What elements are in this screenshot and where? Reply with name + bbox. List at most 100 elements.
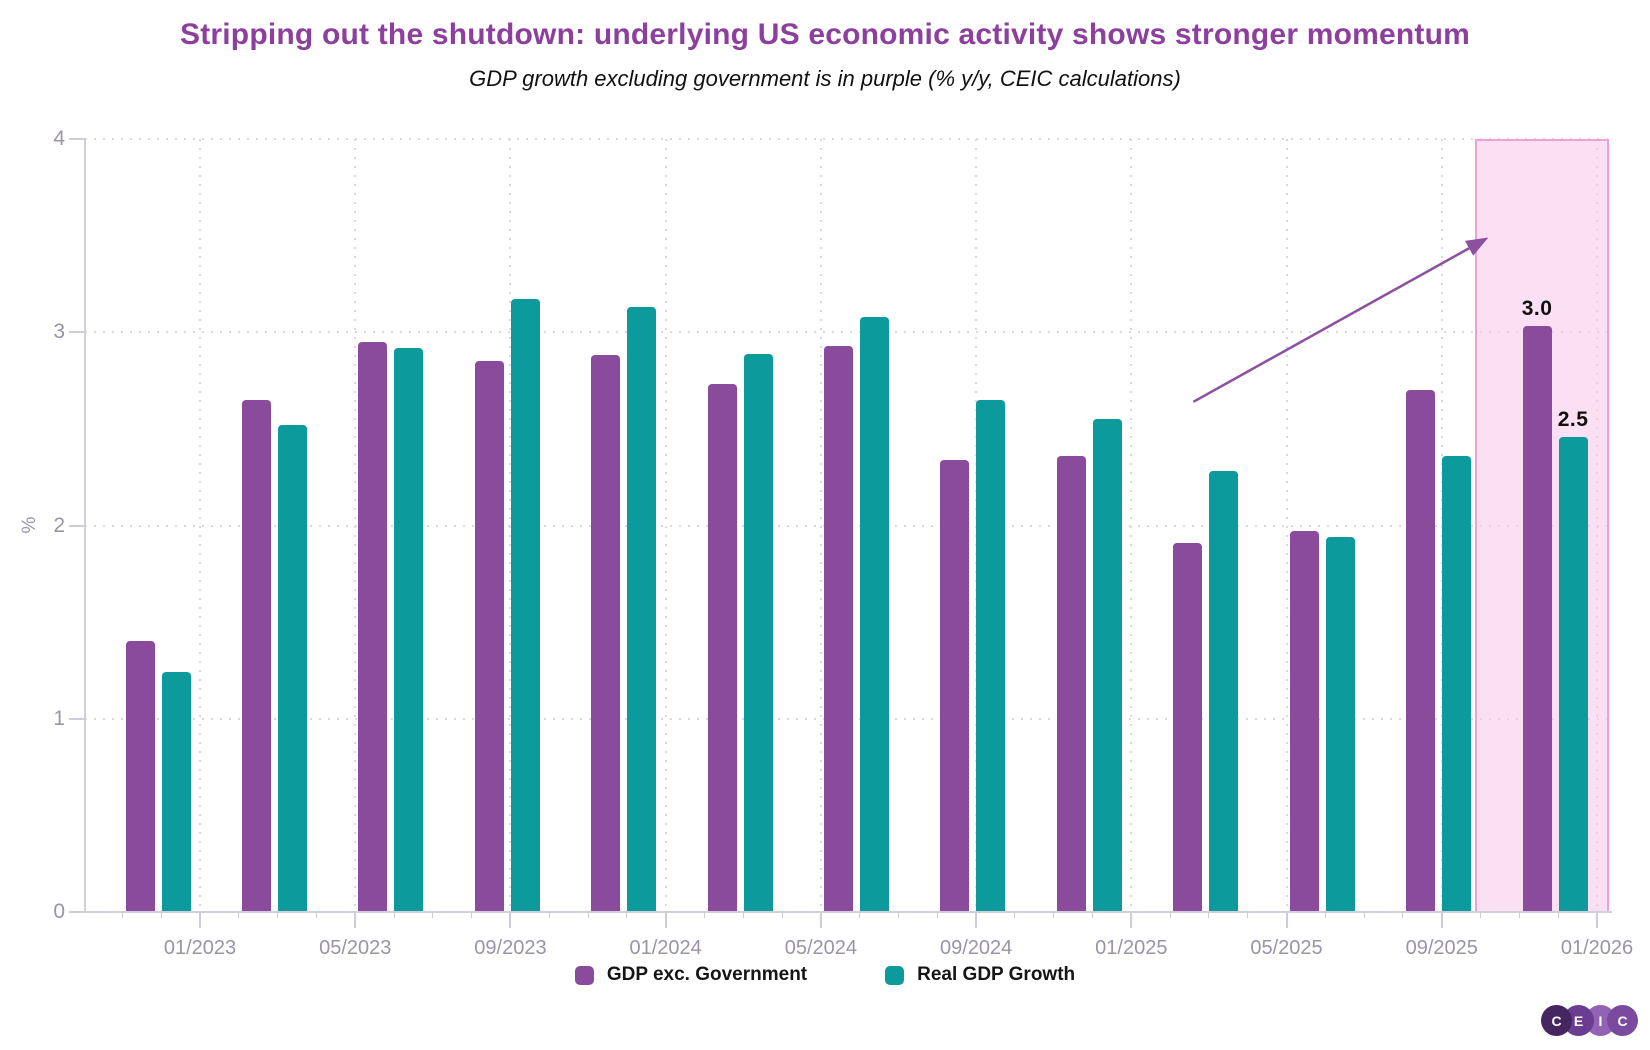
x-axis-minor-tick [703, 913, 705, 918]
x-axis-minor-tick [548, 913, 550, 918]
x-axis-tick [509, 913, 512, 928]
x-axis-minor-tick [1092, 913, 1093, 918]
gridline-vertical [354, 139, 357, 912]
x-axis-minor-tick [471, 913, 473, 918]
x-axis-tick-label: 01/2025 [1095, 937, 1168, 959]
x-axis-minor-tick [1014, 913, 1016, 918]
x-axis-minor-tick [1557, 913, 1559, 918]
y-axis-tick-label: 3 [53, 320, 65, 344]
y-axis-line [84, 139, 86, 912]
x-axis-minor-tick [781, 913, 783, 918]
x-axis-minor-tick [1247, 913, 1249, 918]
x-axis-tick [199, 913, 201, 928]
x-axis-minor-tick [277, 913, 279, 918]
x-axis-tick-label: 09/2023 [474, 937, 547, 959]
bar-2025-q4-real-gdp-growth [1558, 436, 1588, 912]
x-axis-minor-tick [238, 913, 240, 918]
bar-2023-q2-real-gdp-growth [394, 347, 424, 912]
bar-2023-q2-gdp-exc-government [358, 341, 388, 912]
bar-2025-q4-gdp-exc-government [1522, 326, 1552, 912]
x-axis-minor-tick [626, 913, 628, 918]
gridline-vertical [1285, 139, 1288, 912]
bar-2025-q1-real-gdp-growth [1209, 471, 1239, 912]
bar-2025-q2-gdp-exc-government [1289, 531, 1319, 912]
bar-2022-q4-real-gdp-growth [161, 672, 191, 912]
chart-title: Stripping out the shutdown: underlying U… [179, 18, 1471, 51]
x-axis-minor-tick [1363, 913, 1365, 918]
bar-2023-q1-gdp-exc-government [242, 399, 271, 912]
y-axis-tick-label: 0 [53, 900, 65, 923]
x-axis-minor-tick [587, 913, 589, 918]
bar-2023-q4-gdp-exc-government [591, 355, 621, 912]
ceic-logo-circle-c1: C [1541, 1005, 1572, 1036]
gridline-horizontal [85, 138, 1612, 140]
legend-swatch-teal [885, 965, 905, 985]
bar-value-label: 2.5 [1557, 407, 1589, 431]
x-axis-minor-tick [1208, 913, 1210, 918]
x-axis-tick [664, 913, 667, 928]
bar-2024-q4-gdp-exc-government [1056, 455, 1086, 912]
y-axis-tick [69, 717, 85, 720]
x-axis-tick [354, 913, 357, 928]
legend-item-gdp-exc-government[interactable]: GDP exc. Government [574, 964, 808, 986]
chart-subtitle: GDP growth excluding government is in pu… [469, 66, 1181, 91]
x-axis-minor-tick [1480, 913, 1482, 918]
bar-2025-q3-gdp-exc-government [1406, 390, 1436, 912]
y-axis-tick-label: 2 [53, 513, 65, 537]
x-axis-minor-tick [859, 913, 861, 918]
x-axis-minor-tick [742, 913, 744, 918]
bar-2024-q3-real-gdp-growth [976, 399, 1006, 912]
x-axis-minor-tick [897, 913, 899, 918]
y-axis-tick [69, 331, 85, 334]
bar-2024-q2-real-gdp-growth [860, 316, 890, 912]
bar-2022-q4-gdp-exc-government [125, 641, 155, 912]
x-axis-line [84, 911, 1612, 913]
y-axis-tick-label: 4 [53, 127, 65, 150]
x-axis-minor-tick [1053, 913, 1055, 918]
gridline-vertical [819, 139, 822, 912]
ceic-logo-circle-c2: C [1607, 1005, 1638, 1036]
legend-swatch-purple [574, 965, 594, 985]
gridline-vertical [1440, 139, 1443, 912]
x-axis-minor-tick [432, 913, 434, 918]
x-axis-tick-label: 05/2025 [1250, 937, 1323, 959]
bar-2024-q2-gdp-exc-government [824, 345, 854, 912]
bar-2023-q3-real-gdp-growth [510, 299, 540, 912]
x-axis-tick [1595, 913, 1598, 928]
x-axis-tick [1130, 913, 1133, 928]
x-axis-tick [975, 913, 978, 928]
x-axis-minor-tick [393, 913, 395, 918]
y-axis-tick [69, 524, 85, 527]
x-axis-tick-label: 01/2023 [163, 937, 237, 959]
x-axis-minor-tick [1169, 913, 1171, 918]
x-axis-minor-tick [121, 913, 123, 918]
bar-2024-q1-gdp-exc-government [707, 384, 737, 912]
x-axis-minor-tick [936, 913, 938, 918]
y-axis-tick [69, 911, 85, 913]
bar-2024-q3-gdp-exc-government [940, 459, 970, 912]
bar-2024-q4-real-gdp-growth [1092, 419, 1122, 912]
bar-2023-q3-gdp-exc-government [474, 361, 504, 912]
bar-2023-q4-real-gdp-growth [627, 307, 657, 912]
legend-label: GDP exc. Government [606, 964, 808, 985]
x-axis-tick-label: 05/2024 [784, 937, 858, 959]
bar-value-label: 3.0 [1521, 297, 1553, 321]
y-axis-tick-label: 1 [53, 706, 65, 730]
legend-item-real-gdp-growth[interactable]: Real GDP Growth [885, 964, 1075, 986]
chart-legend: GDP exc. Government Real GDP Growth [0, 964, 1650, 986]
x-axis-tick [819, 913, 822, 928]
x-axis-minor-tick [315, 913, 317, 918]
bar-2025-q3-real-gdp-growth [1442, 455, 1472, 912]
gridline-vertical [509, 139, 512, 912]
gridline-vertical [1130, 139, 1133, 912]
bar-2025-q1-gdp-exc-government [1173, 542, 1203, 912]
bar-2023-q1-real-gdp-growth [278, 425, 307, 912]
bar-2024-q1-real-gdp-growth [743, 353, 773, 912]
bar-2025-q2-real-gdp-growth [1325, 537, 1355, 912]
x-axis-tick-label: 01/2024 [629, 937, 702, 959]
x-axis-tick-label: 09/2024 [939, 937, 1013, 959]
x-axis-tick-label: 05/2023 [319, 937, 392, 959]
x-axis-minor-tick [160, 913, 162, 918]
